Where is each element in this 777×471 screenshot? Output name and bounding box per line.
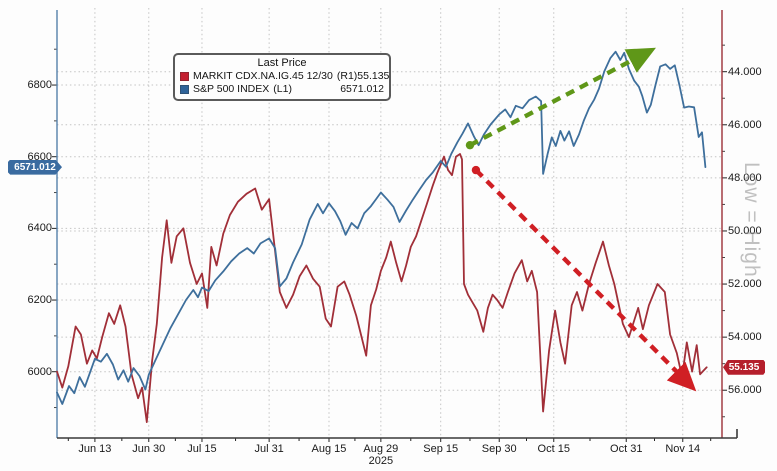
legend-box: Last Price MARKIT CDX.NA.IG.45 12/30 (R1… — [173, 53, 391, 101]
x-axis-label: Jun 13 — [78, 443, 112, 455]
left-axis-label: 6400 — [27, 222, 52, 235]
right-axis-label: 44.000 — [728, 65, 762, 78]
axis-watermark: Low = High — [740, 162, 763, 278]
right-axis-label: 54.000 — [728, 331, 762, 344]
x-axis-label: Aug 29 — [363, 443, 399, 455]
right-axis-label: 56.000 — [728, 384, 762, 397]
legend-value-spx: 6571.012 — [340, 83, 384, 95]
spx-swatch-icon — [180, 85, 189, 94]
legend-label-spx: S&P 500 INDEX — [193, 83, 270, 95]
downtrend-arrow — [474, 168, 697, 392]
x-axis-label: Aug 15 — [311, 443, 347, 455]
legend-row-cdx: MARKIT CDX.NA.IG.45 12/30 (R1) 55.135 — [180, 70, 389, 83]
left-axis-label: 6200 — [27, 294, 52, 307]
x-axis-label: Oct 15 — [537, 443, 570, 455]
x-axis-label: Jul 15 — [187, 443, 217, 455]
cdx-swatch-icon — [180, 72, 189, 81]
x-axis-label: Sep 30 — [481, 443, 517, 455]
right-axis-label: 52.000 — [728, 278, 762, 291]
x-axis-label: Oct 31 — [610, 443, 643, 455]
x-axis-label: Sep 15 — [423, 443, 459, 455]
x-axis-label: Jul 31 — [254, 443, 284, 455]
legend-value-cdx: 55.135 — [357, 70, 390, 82]
spx-line-series — [56, 50, 707, 405]
uptrend-arrow — [468, 47, 656, 148]
right-axis-label: 48.000 — [728, 171, 762, 184]
spx-last-price-badge: 6571.012 — [8, 159, 62, 175]
right-axis-label: 46.000 — [728, 118, 762, 131]
x-axis-year-label: 2025 — [368, 455, 394, 467]
right-axis-label: 50.000 — [728, 224, 762, 237]
cdx-last-price-badge: 55.135 — [723, 359, 765, 375]
x-axis-label: Nov 14 — [665, 443, 701, 455]
left-axis-label: 6800 — [27, 79, 52, 92]
legend-label-cdx: MARKIT CDX.NA.IG.45 12/30 — [193, 70, 333, 82]
legend-axis-tag-spx: (L1) — [273, 83, 292, 95]
legend-axis-tag-cdx: (R1) — [336, 70, 358, 82]
legend-row-spx: S&P 500 INDEX (L1) 6571.012 — [180, 83, 384, 96]
left-axis-label: 6000 — [27, 365, 52, 378]
cdx-line-series — [56, 153, 708, 423]
x-axis-label: Jun 30 — [132, 443, 166, 455]
legend-title: Last Price — [257, 57, 307, 69]
